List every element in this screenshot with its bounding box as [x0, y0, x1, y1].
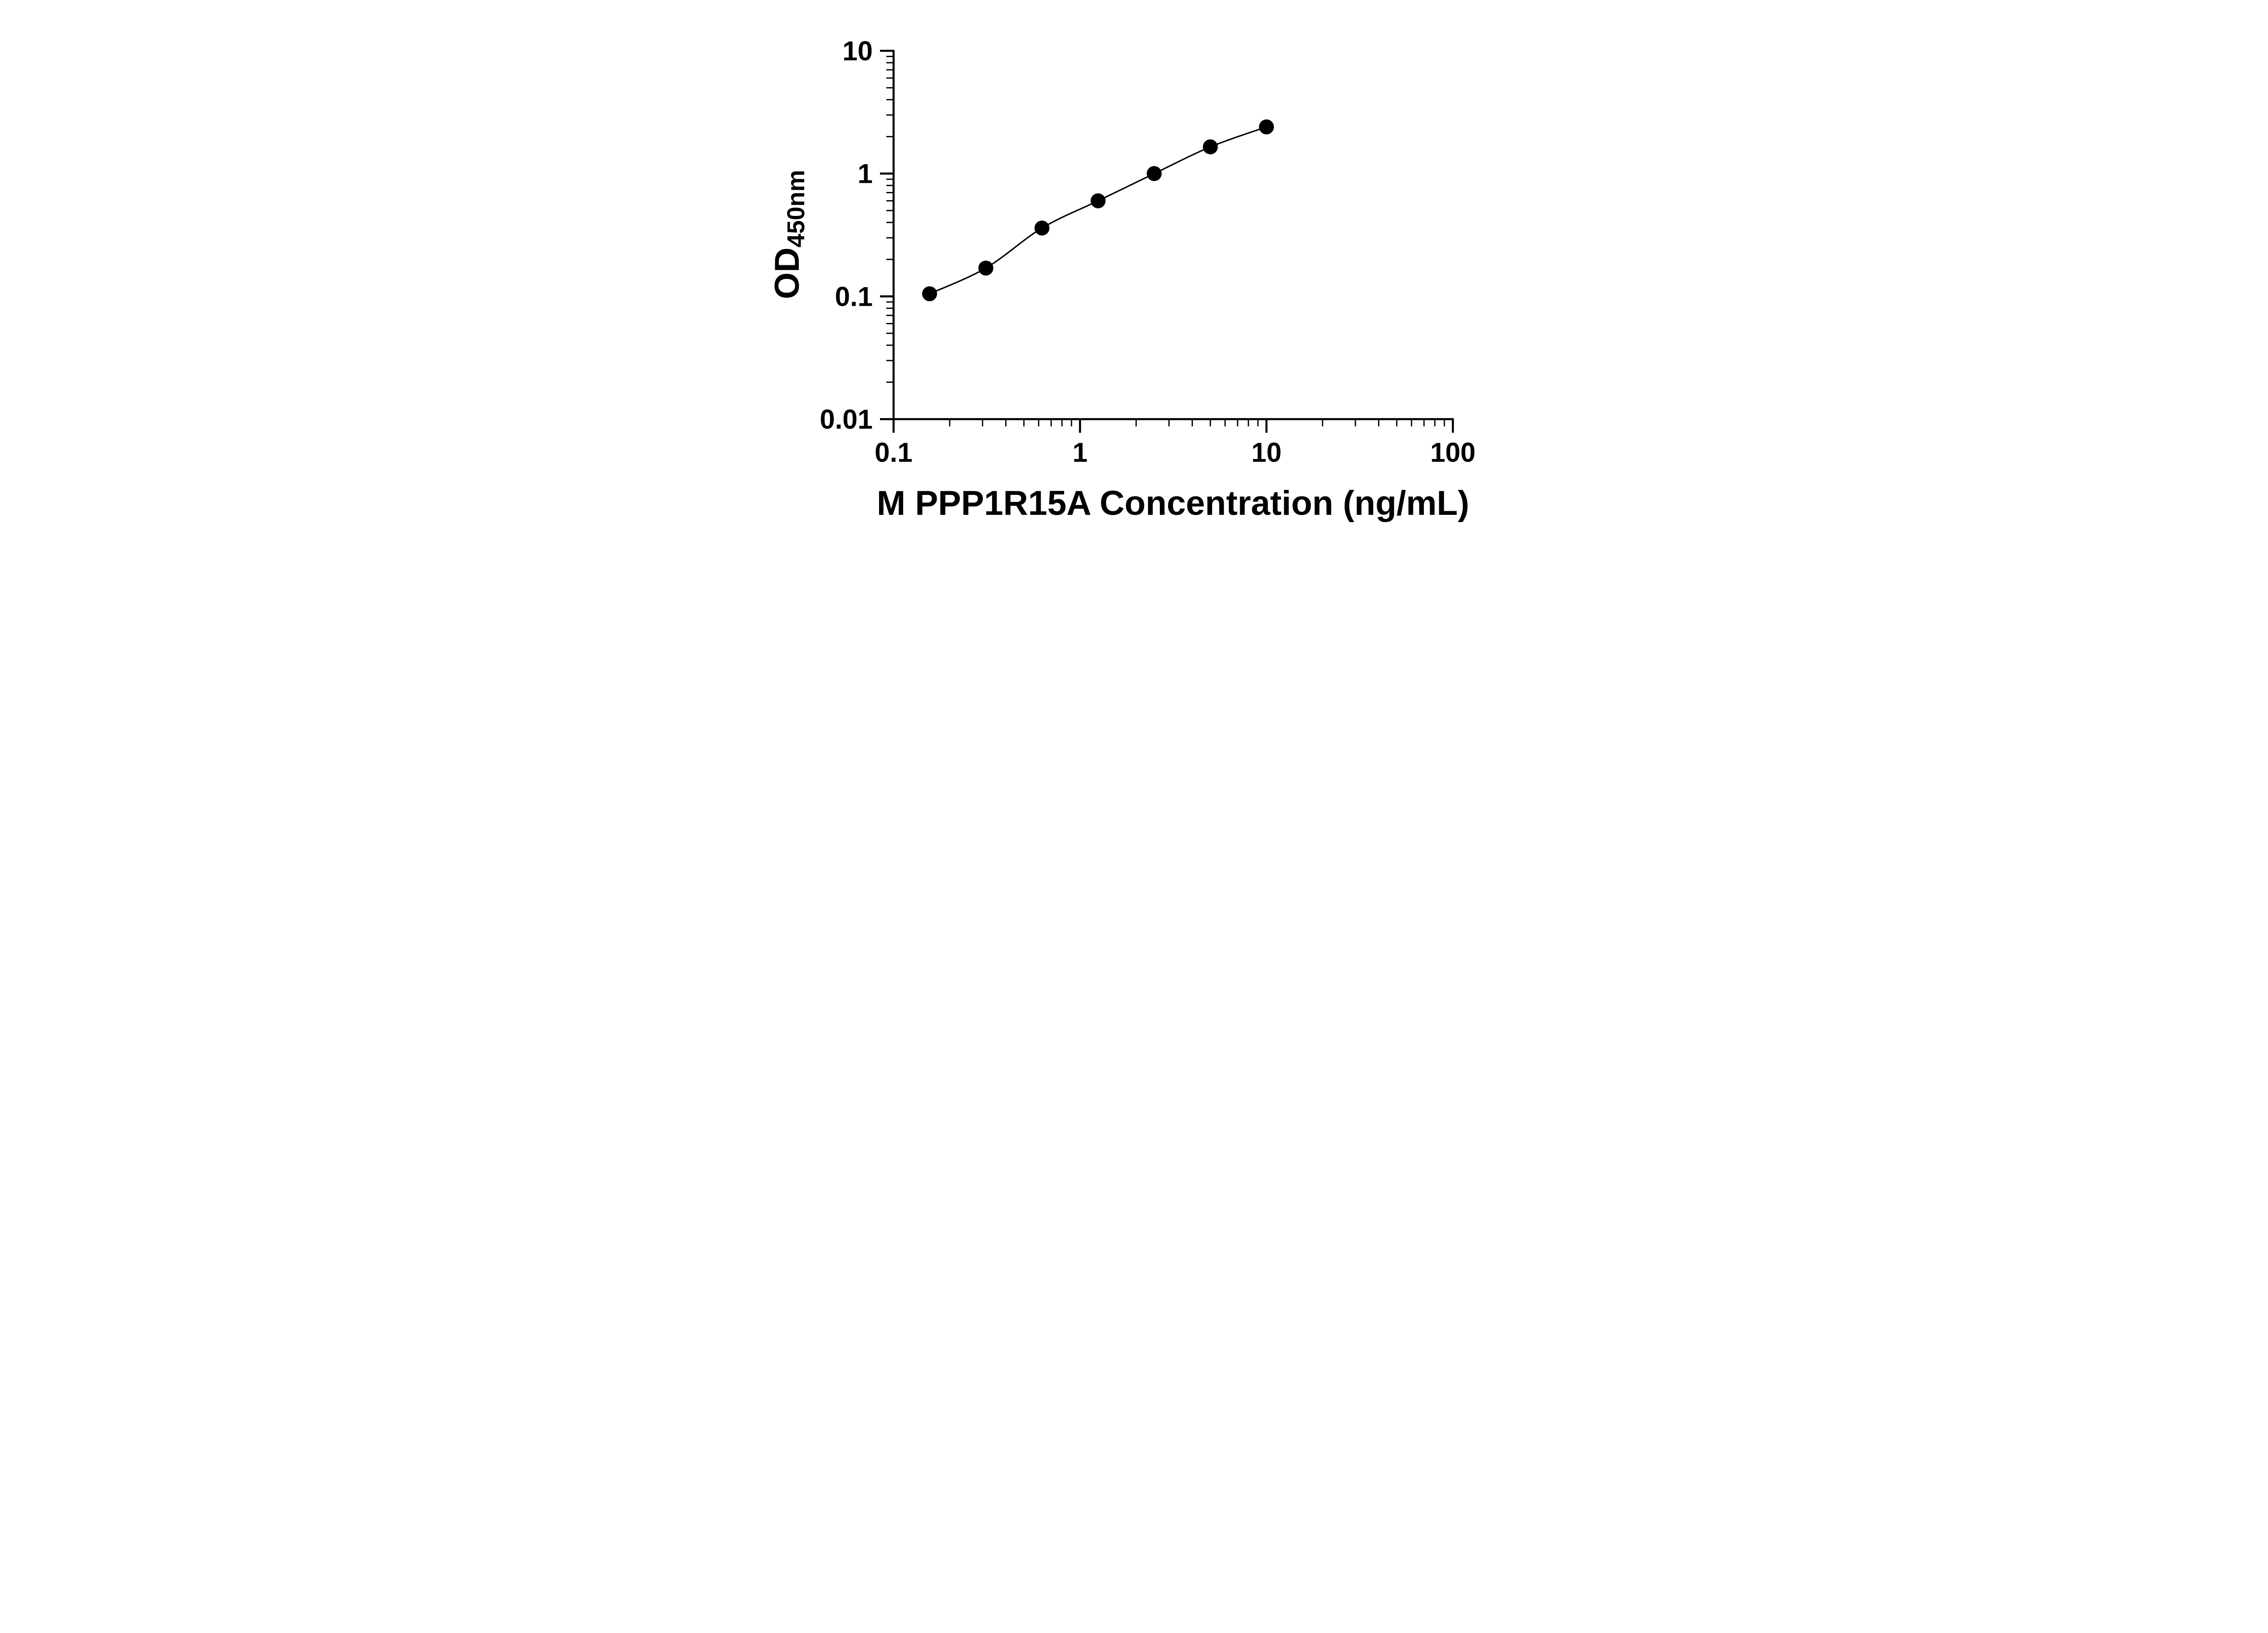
x-tick-label: 10	[1251, 437, 1282, 468]
elisa-standard-curve-figure: 0.1 1 10 100 0.01 0.1 1 10 M PPP1R15A Concentra…	[745, 0, 1523, 544]
chart-page: 0.1 1 10 100 0.01 0.1 1 10 M PPP1R15A Concentra…	[745, 0, 1523, 544]
axis-line	[892, 50, 1454, 420]
axis-ticks	[880, 49, 1454, 433]
x-tick-label: 1	[1072, 437, 1087, 468]
axis-lines	[892, 50, 1454, 420]
data-point-marker	[1202, 139, 1218, 155]
data-point-marker	[1090, 193, 1106, 209]
data-point-marker	[922, 286, 937, 302]
y-axis-title-subscript: 450nm	[782, 170, 810, 247]
y-axis-title: OD450nm	[768, 170, 810, 299]
data-point-marker	[1259, 119, 1274, 135]
series-standard-curve	[922, 119, 1274, 302]
y-axis-title-main: OD	[768, 248, 807, 299]
x-tick-label: 0.1	[875, 437, 912, 468]
y-tick-label: 10	[842, 36, 873, 66]
data-point-marker	[978, 260, 993, 276]
y-tick-label: 0.01	[820, 404, 873, 435]
data-point-marker	[1147, 166, 1162, 181]
y-tick-label: 1	[858, 159, 873, 189]
y-tick-label: 0.1	[835, 281, 873, 312]
x-tick-label: 100	[1430, 437, 1476, 468]
data-point-marker	[1034, 220, 1050, 236]
x-axis-title: M PPP1R15A Concentration (ng/mL)	[877, 484, 1469, 523]
